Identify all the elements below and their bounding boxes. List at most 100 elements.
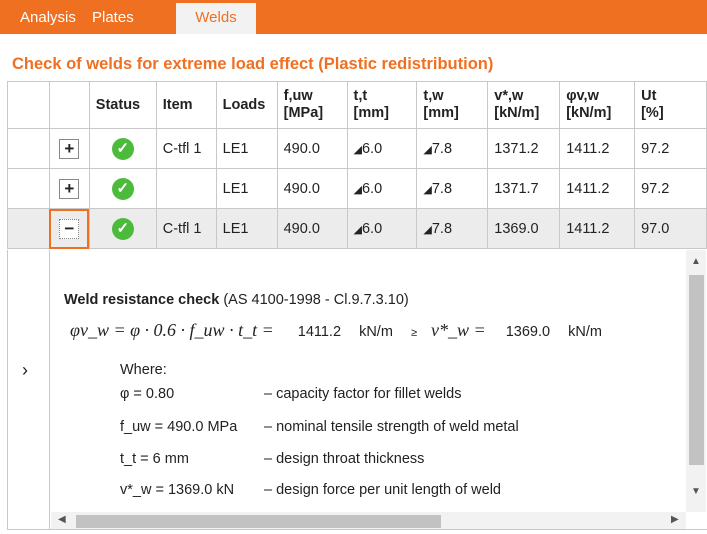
tt-value: 6.0 xyxy=(361,140,383,157)
detail-panel: › Weld resistance check (AS 4100-1998 - … xyxy=(7,250,707,530)
check-circle-icon: ✓ xyxy=(111,137,134,160)
fillet-weld-icon: ◢ xyxy=(423,143,432,156)
detail-row-header: › xyxy=(8,250,50,529)
def-symbol: v*_w = 1369.0 kN xyxy=(120,482,235,498)
header-unit: [mm] xyxy=(353,105,389,121)
header-loads[interactable]: Loads xyxy=(215,81,278,129)
row-blank xyxy=(7,168,50,209)
header-item[interactable]: Item xyxy=(155,81,217,129)
tt-cell: ◢6.0 xyxy=(346,128,418,169)
vertical-scroll-thumb[interactable] xyxy=(689,275,704,465)
welds-table: Status Item Loads f,uw [MPa] t,t [mm] t,w[… xyxy=(7,81,707,249)
scroll-up-icon[interactable]: ▲ xyxy=(691,256,701,267)
tab-plates[interactable]: Plates xyxy=(92,9,134,26)
header-status[interactable]: Status xyxy=(88,81,157,129)
def-symbol: φ = 0.80 xyxy=(120,386,175,402)
header-row: Status Item Loads f,uw [MPa] t,t [mm] t,w[… xyxy=(7,81,707,129)
expand-cell: + xyxy=(48,128,90,169)
tw-cell: ◢7.8 xyxy=(416,208,489,249)
load-value: 1369.0 xyxy=(505,324,551,340)
header-tw[interactable]: t,w [mm] xyxy=(416,81,489,129)
vw-cell: 1369.0 xyxy=(487,208,561,249)
scroll-left-icon[interactable]: ◀ xyxy=(58,514,66,525)
ut-cell: 97.2 xyxy=(634,128,707,169)
header-label: v*,w xyxy=(494,88,524,104)
def-description: – design throat thickness xyxy=(264,451,425,467)
header-unit: [MPa] xyxy=(283,105,324,121)
header-label: φv,w xyxy=(566,88,599,104)
check-circle-icon: ✓ xyxy=(111,177,134,200)
tab-analysis[interactable]: Analysis xyxy=(20,9,76,26)
chevron-right-icon[interactable]: › xyxy=(22,360,28,380)
fuw-cell: 490.0 xyxy=(276,208,348,249)
resistance-unit: kN/m xyxy=(359,324,393,340)
fillet-weld-icon: ◢ xyxy=(353,223,362,236)
phivw-cell: 1411.2 xyxy=(559,208,636,249)
tab-bar: Analysis Plates Welds xyxy=(0,0,707,34)
table-row[interactable]: + ✓ LE1 490.0 ◢6.0 ◢7.8 1371.7 1411.2 97… xyxy=(7,168,707,209)
item-cell: C-tfl 1 xyxy=(155,208,217,249)
tw-value: 7.8 xyxy=(431,180,453,197)
phivw-cell: 1411.2 xyxy=(559,128,636,169)
status-cell: ✓ xyxy=(88,208,157,249)
header-vw[interactable]: v*,w [kN/m] xyxy=(487,81,561,129)
status-cell: ✓ xyxy=(88,128,157,169)
fuw-cell: 490.0 xyxy=(276,128,348,169)
tab-welds[interactable]: Welds xyxy=(176,3,256,34)
header-label: Item xyxy=(162,96,193,113)
def-description: – design force per unit length of weld xyxy=(264,482,501,498)
expand-button[interactable]: + xyxy=(59,178,80,199)
loads-cell: LE1 xyxy=(215,208,278,249)
row-blank xyxy=(7,208,50,249)
header-toggle xyxy=(48,81,90,129)
header-label: t,w xyxy=(423,88,444,104)
header-fuw[interactable]: f,uw [MPa] xyxy=(276,81,348,129)
header-ut[interactable]: Ut [%] xyxy=(634,81,707,129)
tw-cell: ◢7.8 xyxy=(416,128,489,169)
tw-value: 7.8 xyxy=(431,220,453,237)
scroll-right-icon[interactable]: ▶ xyxy=(671,514,679,525)
header-unit: [mm] xyxy=(423,105,459,121)
scroll-down-icon[interactable]: ▼ xyxy=(691,486,701,497)
item-cell: C-tfl 1 xyxy=(155,128,217,169)
horizontal-scrollbar[interactable]: ◀ ▶ xyxy=(51,512,686,529)
ge-symbol: ≥ xyxy=(410,327,417,339)
tt-value: 6.0 xyxy=(361,180,383,197)
fillet-weld-icon: ◢ xyxy=(353,183,362,196)
header-phivw[interactable]: φv,w [kN/m] xyxy=(559,81,636,129)
expand-cell: + xyxy=(48,168,90,209)
collapse-button[interactable]: − xyxy=(59,218,80,239)
row-blank xyxy=(7,128,50,169)
check-heading: Weld resistance check xyxy=(64,292,220,308)
vertical-scrollbar[interactable]: ▲ ▼ xyxy=(686,250,706,512)
item-cell xyxy=(155,168,217,209)
header-label: t,t xyxy=(353,88,368,104)
status-cell: ✓ xyxy=(88,168,157,209)
load-symbol: v*_w = xyxy=(431,320,486,340)
check-circle-icon: ✓ xyxy=(111,217,134,240)
loads-cell: LE1 xyxy=(215,168,278,209)
formula: φv_w = φ · 0.6 · f_uw · t_t = xyxy=(70,320,274,340)
vw-cell: 1371.2 xyxy=(487,128,561,169)
header-blank xyxy=(7,81,50,129)
tt-cell: ◢6.0 xyxy=(346,208,418,249)
table-row-selected[interactable]: − ✓ C-tfl 1 LE1 490.0 ◢6.0 ◢7.8 1369.0 1… xyxy=(7,208,707,249)
header-label: Status xyxy=(95,96,141,113)
header-tt[interactable]: t,t [mm] xyxy=(346,81,418,129)
resistance-value: 1411.2 xyxy=(297,324,342,340)
expand-button[interactable]: + xyxy=(59,138,80,159)
tt-value: 6.0 xyxy=(361,220,383,237)
tw-value: 7.8 xyxy=(431,140,453,157)
check-reference: (AS 4100-1998 - Cl.9.7.3.10) xyxy=(223,292,409,308)
header-label: f,uw xyxy=(283,88,313,104)
header-unit: [kN/m] xyxy=(566,105,612,121)
def-symbol: t_t = 6 mm xyxy=(120,451,189,467)
fillet-weld-icon: ◢ xyxy=(423,183,432,196)
fillet-weld-icon: ◢ xyxy=(353,143,362,156)
def-symbol: f_uw = 490.0 MPa xyxy=(120,419,238,435)
header-label: Ut xyxy=(641,88,657,104)
horizontal-scroll-thumb[interactable] xyxy=(76,515,441,528)
vw-cell: 1371.7 xyxy=(487,168,561,209)
header-unit: [%] xyxy=(641,105,664,121)
table-row[interactable]: + ✓ C-tfl 1 LE1 490.0 ◢6.0 ◢7.8 1371.2 1… xyxy=(7,128,707,169)
